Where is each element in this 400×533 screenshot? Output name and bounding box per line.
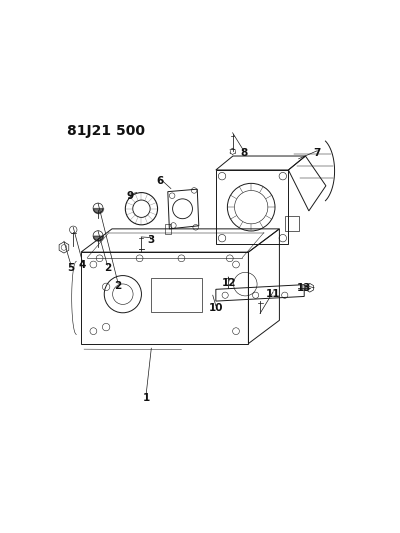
Text: 10: 10: [209, 303, 223, 313]
Text: 11: 11: [266, 289, 280, 299]
Text: 4: 4: [79, 260, 86, 270]
Text: 9: 9: [126, 191, 134, 201]
Text: 7: 7: [314, 148, 321, 158]
Text: 12: 12: [222, 278, 236, 288]
Text: 81J21 500: 81J21 500: [67, 124, 145, 138]
Text: 3: 3: [147, 235, 154, 245]
Text: 6: 6: [156, 176, 164, 186]
Text: 2: 2: [114, 281, 122, 291]
Text: 2: 2: [104, 263, 111, 272]
Text: 13: 13: [297, 283, 312, 293]
Text: 8: 8: [240, 148, 247, 158]
Text: 1: 1: [142, 393, 150, 403]
Text: 5: 5: [68, 263, 75, 272]
